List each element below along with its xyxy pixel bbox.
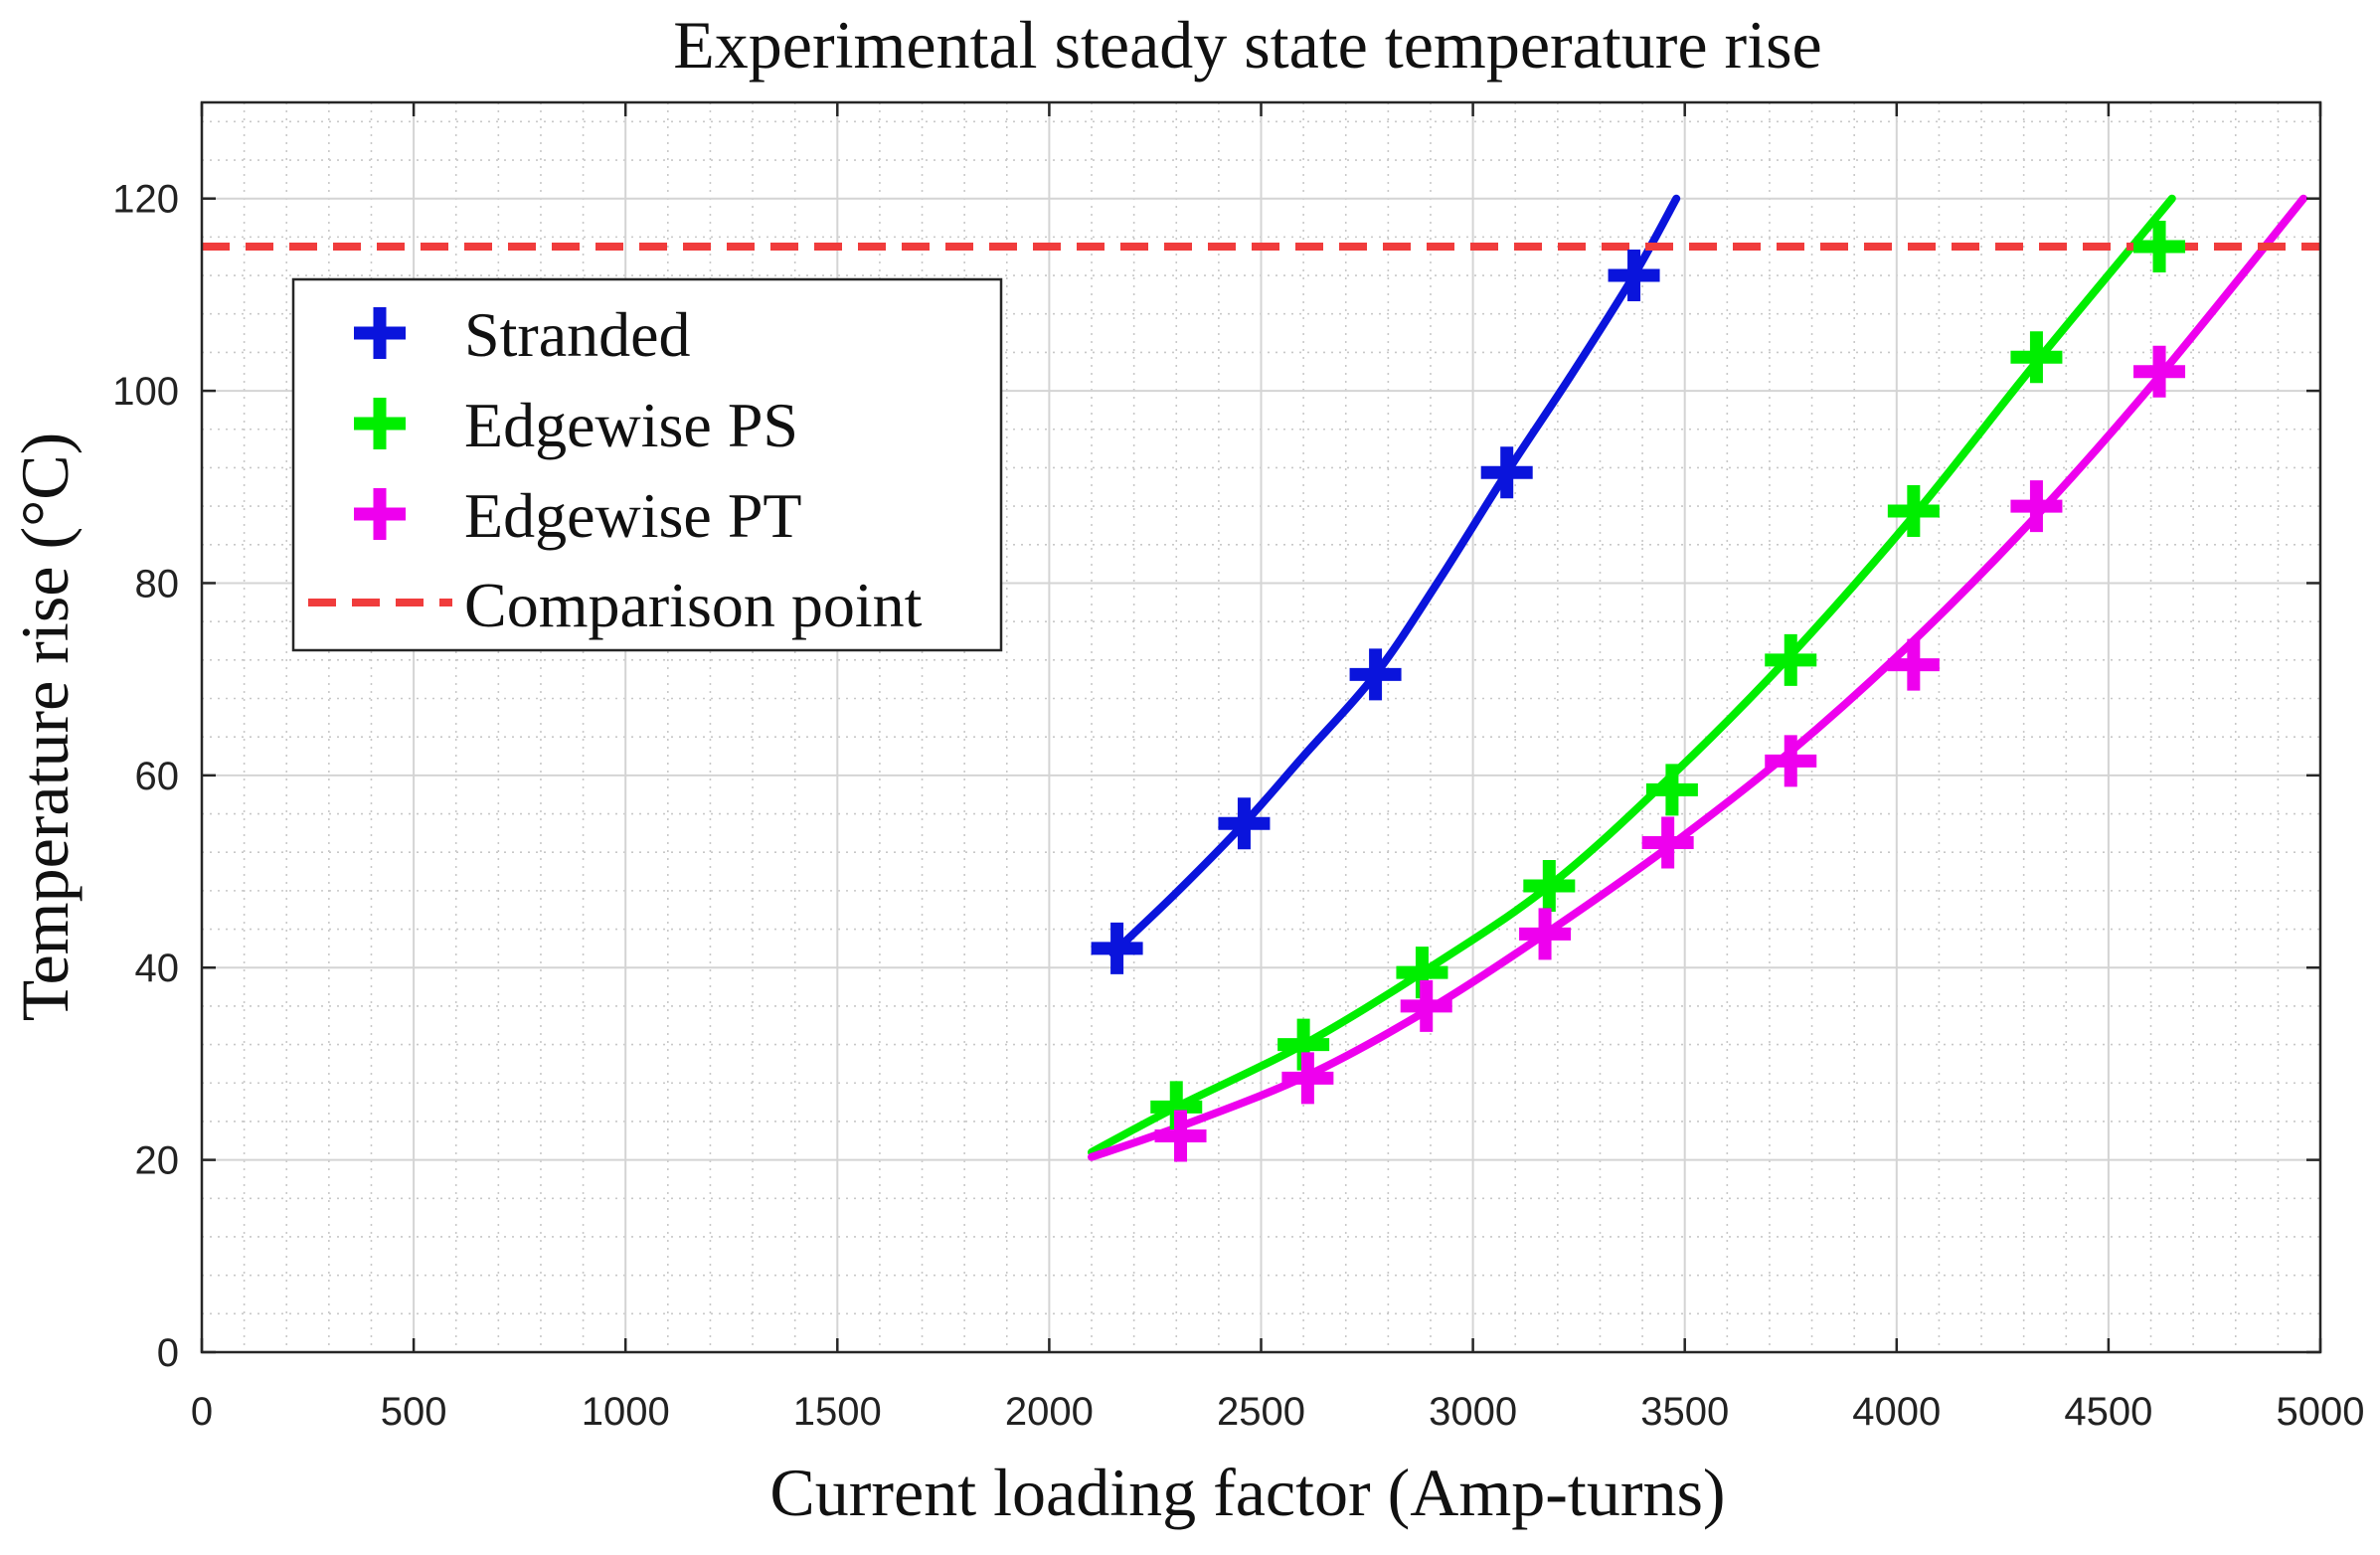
marker-edgewise-pt-8 (2133, 345, 2186, 398)
legend: Stranded Edgewise PS Edgewise PT Compari… (291, 277, 1003, 652)
x-tick-label: 500 (381, 1390, 447, 1434)
marker-edgewise-pt-1 (1281, 1052, 1334, 1105)
x-tick-label: 3500 (1640, 1390, 1729, 1434)
legend-item-stranded: Stranded (354, 299, 691, 370)
marker-edgewise-pt-4 (1641, 816, 1694, 869)
marker-stranded-4 (1608, 250, 1660, 302)
marker-edgewise-pt-2 (1400, 979, 1452, 1032)
marker-edgewise-ps-7 (2010, 331, 2063, 384)
markers (1091, 221, 2186, 1162)
x-tick-label: 1500 (793, 1390, 882, 1434)
x-axis-label: Current loading factor (Amp-turns) (769, 1455, 1725, 1530)
legend-plus-edgewise-pt (354, 488, 406, 540)
marker-stranded-2 (1349, 648, 1402, 701)
x-axis-ticks: 0 500 1000 1500 2000 2500 3000 3500 4000 4500 5000 (191, 102, 2365, 1434)
legend-marker-edgewise-pt (354, 488, 406, 540)
marker-stranded-1 (1218, 797, 1271, 850)
legend-label-edgewise-ps: Edgewise PS (464, 390, 798, 460)
marker-edgewise-ps-3 (1523, 860, 1576, 913)
chart-title: Experimental steady state temperature ri… (673, 7, 1822, 83)
legend-box (291, 277, 1003, 652)
x-tick-label: 3000 (1429, 1390, 1517, 1434)
marker-edgewise-pt-7 (2010, 480, 2063, 533)
y-tick-label: 40 (135, 947, 180, 990)
legend-marker-stranded (354, 307, 406, 359)
legend-marker-edgewise-ps (354, 398, 406, 449)
marker-edgewise-pt-3 (1519, 908, 1572, 960)
fit-line-stranded (1108, 194, 1681, 957)
x-tick-label: 4000 (1852, 1390, 1941, 1434)
y-tick-label: 100 (112, 370, 179, 414)
y-tick-label: 0 (157, 1331, 179, 1375)
y-tick-label: 60 (135, 755, 180, 798)
marker-edgewise-ps-8 (2133, 221, 2186, 273)
legend-label-edgewise-pt: Edgewise PT (464, 480, 802, 551)
legend-plus-edgewise-ps (354, 398, 406, 449)
marker-edgewise-pt-0 (1154, 1110, 1207, 1162)
marker-stranded-3 (1480, 446, 1533, 499)
y-axis-ticks: 0 20 40 60 80 100 120 (112, 178, 2320, 1375)
y-tick-label: 20 (135, 1139, 180, 1183)
legend-item-edgewise-pt: Edgewise PT (354, 480, 802, 551)
marker-stranded-0 (1091, 922, 1143, 974)
y-tick-label: 120 (112, 178, 179, 222)
x-tick-label: 4500 (2064, 1390, 2152, 1434)
x-tick-label: 2000 (1005, 1390, 1094, 1434)
legend-plus-stranded (354, 307, 406, 359)
legend-item-comparison-point: Comparison point (308, 570, 923, 640)
legend-label-stranded: Stranded (464, 299, 691, 370)
marker-edgewise-ps-4 (1645, 764, 1698, 816)
x-tick-label: 1000 (582, 1390, 670, 1434)
legend-item-edgewise-ps: Edgewise PS (354, 390, 798, 460)
y-tick-label: 80 (135, 562, 180, 605)
x-tick-label: 0 (191, 1390, 213, 1434)
x-tick-label: 5000 (2277, 1390, 2365, 1434)
marker-edgewise-pt-6 (1887, 638, 1940, 691)
y-axis-label: Temperature rise (°C) (7, 432, 83, 1022)
legend-label-comparison-point: Comparison point (464, 570, 923, 640)
marker-edgewise-ps-6 (1887, 484, 1940, 537)
x-tick-label: 2500 (1217, 1390, 1305, 1434)
marker-edgewise-pt-5 (1765, 735, 1817, 787)
marker-edgewise-ps-5 (1765, 633, 1817, 686)
